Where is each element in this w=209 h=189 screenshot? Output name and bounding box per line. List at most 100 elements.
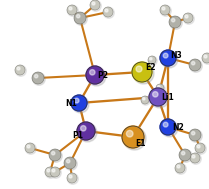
Circle shape (137, 67, 147, 77)
Circle shape (167, 57, 169, 59)
Circle shape (71, 95, 87, 111)
Circle shape (150, 89, 169, 108)
Circle shape (45, 167, 56, 178)
Circle shape (132, 62, 152, 82)
Circle shape (77, 122, 95, 140)
Circle shape (165, 124, 171, 130)
Circle shape (143, 98, 145, 100)
Circle shape (76, 100, 82, 106)
Circle shape (69, 7, 72, 10)
Circle shape (161, 120, 175, 134)
Circle shape (183, 13, 194, 24)
Circle shape (155, 94, 161, 100)
Circle shape (177, 165, 180, 168)
Circle shape (77, 101, 81, 105)
Circle shape (78, 102, 80, 104)
Circle shape (166, 125, 170, 129)
Circle shape (49, 149, 61, 161)
Text: E1: E1 (136, 139, 146, 147)
Circle shape (52, 169, 55, 172)
Circle shape (90, 70, 95, 75)
Text: E2: E2 (145, 64, 155, 73)
Circle shape (74, 98, 84, 108)
Circle shape (156, 84, 165, 93)
Circle shape (189, 59, 201, 71)
Circle shape (72, 96, 89, 113)
Circle shape (160, 5, 171, 16)
Circle shape (52, 152, 55, 155)
Circle shape (33, 73, 45, 85)
Circle shape (170, 17, 182, 29)
Circle shape (90, 0, 101, 11)
Circle shape (127, 132, 139, 143)
Circle shape (126, 130, 140, 144)
Circle shape (204, 55, 207, 58)
Circle shape (87, 67, 103, 83)
Circle shape (133, 63, 154, 84)
Circle shape (202, 53, 209, 64)
Circle shape (190, 130, 202, 142)
Circle shape (75, 13, 87, 25)
Circle shape (160, 119, 176, 135)
Circle shape (167, 126, 169, 128)
Circle shape (133, 63, 151, 81)
Circle shape (190, 153, 200, 163)
Circle shape (93, 73, 97, 77)
Circle shape (136, 66, 148, 78)
Circle shape (88, 68, 102, 82)
Circle shape (105, 9, 108, 12)
Circle shape (87, 67, 106, 86)
Circle shape (169, 16, 181, 28)
Circle shape (132, 62, 152, 82)
Circle shape (163, 122, 168, 127)
Circle shape (15, 65, 26, 76)
Circle shape (50, 150, 62, 162)
Circle shape (190, 60, 202, 72)
Circle shape (157, 96, 159, 98)
Circle shape (75, 99, 83, 107)
Circle shape (25, 143, 36, 154)
Circle shape (122, 126, 144, 148)
Circle shape (191, 132, 195, 135)
Circle shape (103, 7, 113, 17)
Circle shape (152, 91, 164, 103)
Circle shape (156, 95, 160, 99)
Circle shape (34, 74, 38, 78)
Circle shape (195, 143, 205, 153)
Circle shape (163, 122, 173, 132)
Circle shape (150, 58, 152, 60)
Circle shape (190, 153, 201, 164)
Circle shape (67, 5, 77, 15)
Circle shape (151, 90, 165, 104)
Circle shape (90, 70, 99, 80)
Circle shape (25, 143, 35, 153)
Circle shape (89, 69, 101, 81)
Circle shape (73, 97, 85, 109)
Circle shape (148, 56, 157, 65)
Circle shape (123, 127, 146, 150)
Circle shape (163, 53, 173, 63)
Circle shape (45, 167, 55, 177)
Circle shape (72, 96, 86, 110)
Circle shape (122, 126, 144, 148)
Circle shape (123, 127, 143, 147)
Circle shape (160, 50, 176, 66)
Circle shape (74, 98, 79, 103)
Circle shape (161, 120, 178, 137)
Text: P1: P1 (73, 130, 84, 139)
Circle shape (92, 72, 98, 78)
Circle shape (79, 124, 93, 138)
Circle shape (32, 72, 44, 84)
Text: N1: N1 (65, 98, 77, 108)
Circle shape (195, 143, 206, 154)
Circle shape (175, 163, 186, 174)
Circle shape (160, 5, 170, 15)
Circle shape (150, 89, 166, 105)
Circle shape (191, 62, 195, 65)
Circle shape (76, 15, 80, 18)
Circle shape (86, 66, 104, 84)
Circle shape (180, 150, 192, 162)
Circle shape (156, 84, 164, 92)
Circle shape (50, 167, 61, 178)
Circle shape (189, 129, 201, 141)
